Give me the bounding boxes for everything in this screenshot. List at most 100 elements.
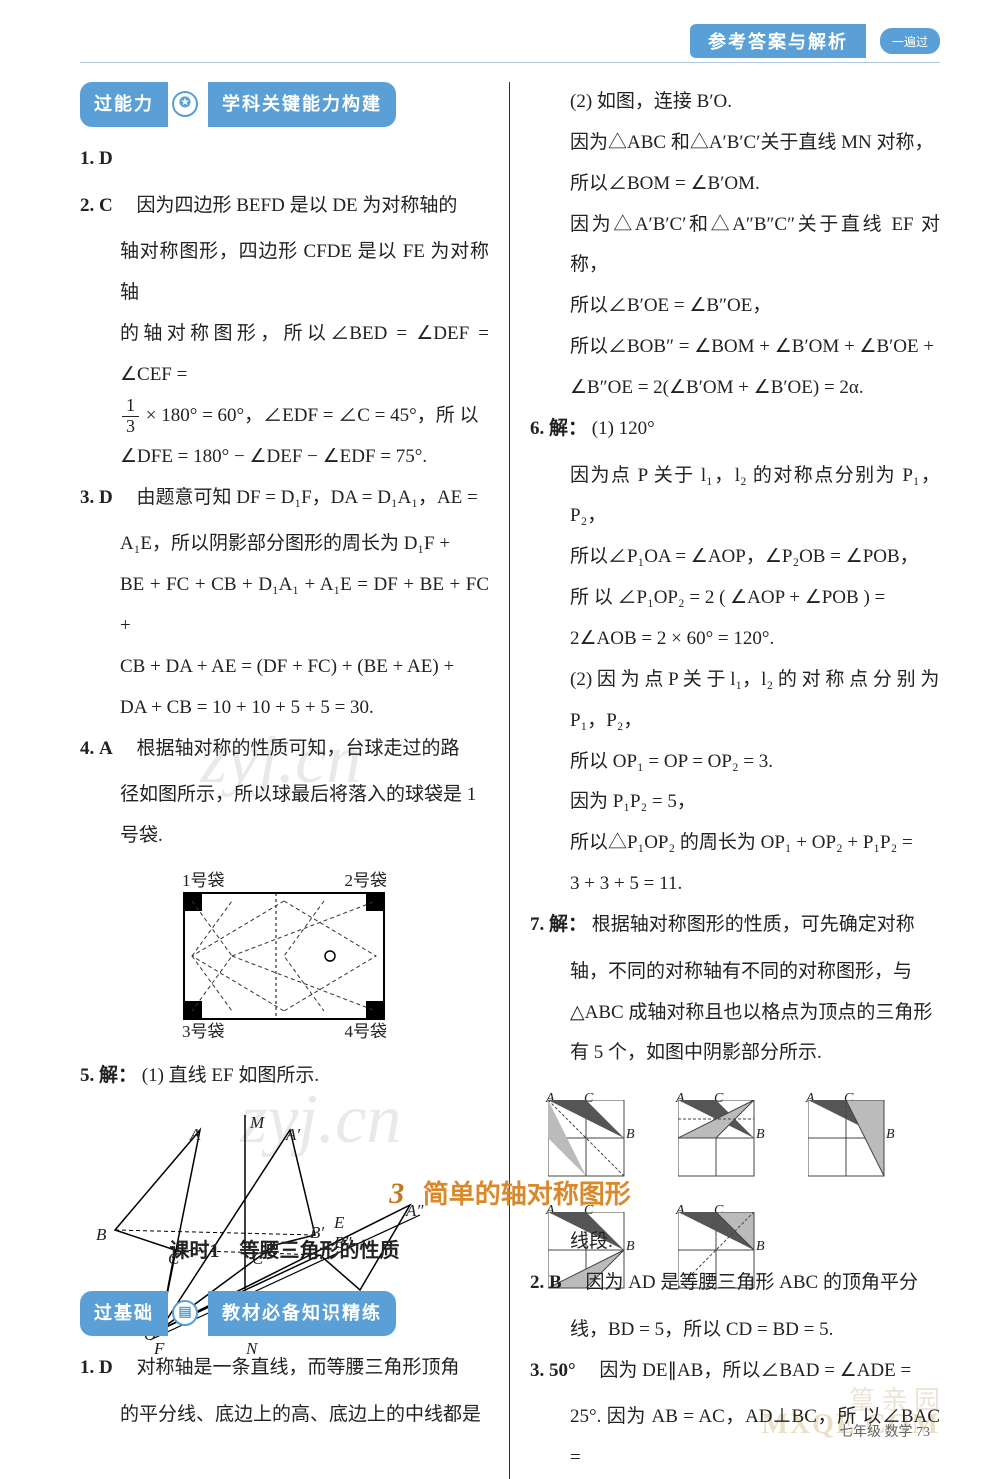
q5b-l3: 所以∠BOM = ∠B′OM.: [530, 164, 940, 205]
q6-t0: (1) 120°: [592, 418, 655, 439]
q6-l8: 因为 P₁P₂ = 5，: [530, 782, 940, 823]
bq2-l2: 线，BD = 5，所以 CD = BD = 5.: [530, 1310, 940, 1351]
lbl-p3: 3号袋: [182, 1014, 225, 1051]
grid-fig-1: A C B: [548, 1086, 648, 1176]
bq1-t1: 对称轴是一条直线，而等腰三角形顶角: [137, 1357, 460, 1378]
q7-pre: 解：: [549, 914, 587, 935]
q2-l5: ∠DFE = 180° − ∠DEF − ∠EDF = 75°.: [80, 437, 489, 478]
q4-ans: A: [99, 738, 113, 759]
bq1-ans: D: [99, 1357, 113, 1378]
q6-l4: 2∠AOB = 2 × 60° = 120°.: [530, 619, 940, 660]
band-left: 过能力: [80, 82, 168, 127]
bq3-num: 3.: [530, 1360, 544, 1381]
grid-fig-3: A C B: [808, 1086, 908, 1176]
q4-l3: 号袋.: [80, 816, 489, 857]
q5b-l7: ∠B″OE = 2(∠B′OM + ∠B′OE) = 2α.: [530, 368, 940, 409]
q2-t1: 因为四边形 BEFD 是以 DE 为对称轴的: [137, 195, 458, 216]
q6-pre: 解：: [549, 418, 587, 439]
bottom-columns: 课时1 等腰三角形的性质 过基础 ▤ 教材必备知识精练 1. D 对称轴是一条直…: [80, 1222, 940, 1479]
grid-fig-2: A C B: [678, 1086, 778, 1176]
q5b-l4: 因为△A′B′C′和△A″B″C″关于直线 EF 对称，: [530, 205, 940, 287]
frac-1-3: 13: [122, 396, 139, 437]
header-title: 参考答案与解析: [690, 24, 866, 58]
q2-l3: 的轴对称图形，所以∠BED = ∠DEF = ∠CEF =: [80, 314, 489, 396]
figure-pool-table: 1号袋 2号袋 3号袋 4号袋: [162, 869, 407, 1044]
ability-band: 过能力 ✪ 学科关键能力构建: [80, 82, 489, 127]
q3-l2: A₁E，所以阴影部分图形的周长为 D₁F +: [80, 524, 489, 565]
q5b-l1: (2) 如图，连接 B′O.: [530, 82, 940, 123]
bq2-num: 2.: [530, 1272, 544, 1293]
q5-pre: 解：: [99, 1065, 137, 1086]
q3-l4: CB + DA + AE = (DF + FC) + (BE + AE) +: [80, 647, 489, 688]
q4-l1: 4. A 根据轴对称的性质可知，台球走过的路: [80, 729, 489, 770]
q2-l4: 13 × 180° = 60°，∠EDF = ∠C = 45°，所 以: [80, 396, 489, 437]
bq3-ans: 50°: [549, 1360, 576, 1381]
lbl-p2: 2号袋: [345, 863, 388, 900]
q5b-l2: 因为△ABC 和△A′B′C′关于直线 MN 对称，: [530, 123, 940, 164]
bq1-num: 1.: [80, 1357, 94, 1378]
q7-l4: 有 5 个，如图中阴影部分所示.: [530, 1033, 940, 1074]
q1-ans: D: [99, 148, 113, 169]
q2-ans: C: [99, 195, 113, 216]
bq2-ans: B: [549, 1272, 562, 1293]
page-header: 参考答案与解析 一遍过: [690, 24, 940, 58]
q3-l5: DA + CB = 10 + 10 + 5 + 5 = 30.: [80, 688, 489, 729]
q6-l5: (2) 因 为 点 P 关 于 l₁，l₂ 的 对 称 点 分 别 为: [530, 660, 940, 701]
q6-l2: 所以∠P₁OA = ∠AOP，∠P₂OB = ∠POB，: [530, 537, 940, 578]
section-num: 3: [389, 1177, 404, 1210]
bottom-left: 课时1 等腰三角形的性质 过基础 ▤ 教材必备知识精练 1. D 对称轴是一条直…: [80, 1222, 510, 1479]
band-right: 学科关键能力构建: [208, 82, 396, 127]
basic-band: 过基础 ▤ 教材必备知识精练: [80, 1291, 489, 1336]
bq3-t1: 因为 DE∥AB，所以∠BAD = ∠ADE =: [599, 1360, 911, 1381]
q2-l2: 轴对称图形，四边形 CFDE 是以 FE 为对称轴: [80, 232, 489, 314]
q7-t1: 根据轴对称图形的性质，可先确定对称: [592, 914, 915, 935]
q3-ans: D: [99, 487, 113, 508]
q7-l2: 轴，不同的对称轴有不同的对称图形，与: [530, 952, 940, 993]
q6-l7: 所以 OP₁ = OP = OP₂ = 3.: [530, 742, 940, 783]
q6-l6: P₁，P₂，: [530, 701, 940, 742]
band2-left: 过基础: [80, 1291, 168, 1336]
br0: 线段.: [530, 1222, 940, 1263]
main-columns: 过能力 ✪ 学科关键能力构建 1. D 2. C 因为四边形 BEFD 是以 D…: [80, 82, 940, 1351]
section-text: 简单的轴对称图形: [423, 1180, 631, 1209]
q1: 1. D: [80, 139, 489, 180]
q3-l1: 3. D 由题意可知 DF = D₁F，DA = D₁A₁，AE =: [80, 478, 489, 519]
section-title: 3 简单的轴对称图形: [80, 1174, 940, 1211]
q5-num: 5.: [80, 1065, 94, 1086]
q2-num: 2.: [80, 195, 94, 216]
q2-l1: 2. C 因为四边形 BEFD 是以 DE 为对称轴的: [80, 186, 489, 227]
bq3-l1: 3. 50° 因为 DE∥AB，所以∠BAD = ∠ADE =: [530, 1351, 940, 1392]
q4-l2: 径如图所示，所以球最后将落入的球袋是 1: [80, 775, 489, 816]
bq1-l1: 1. D 对称轴是一条直线，而等腰三角形顶角: [80, 1348, 489, 1389]
q5-t1: (1) 直线 EF 如图所示.: [142, 1065, 319, 1086]
q7-num: 7.: [530, 914, 544, 935]
bq1-l2: 的平分线、底边上的高、底边上的中线都是: [80, 1395, 489, 1436]
bq2-t1: 因为 AD 是等腰三角形 ABC 的顶角平分: [585, 1272, 918, 1293]
q6-num: 6.: [530, 418, 544, 439]
header-rule: [80, 62, 940, 63]
q6-l9: 所以△P₁OP₂ 的周长为 OP₁ + OP₂ + P₁P₂ =: [530, 823, 940, 864]
q3-l3: BE + FC + CB + D₁A₁ + A₁E = DF + BE + FC…: [80, 565, 489, 647]
q6-l1: 因为点 P 关于 l₁，l₂ 的对称点分别为 P₁，P₂，: [530, 456, 940, 538]
q3-t1: 由题意可知 DF = D₁F，DA = D₁A₁，AE =: [137, 487, 478, 508]
q5b-l6: 所以∠BOB″ = ∠BOM + ∠B′OM + ∠B′OE +: [530, 327, 940, 368]
q2-t4: × 180° = 60°，∠EDF = ∠C = 45°，所 以: [146, 405, 479, 426]
lesson-title: 课时1 等腰三角形的性质: [80, 1230, 489, 1273]
band-icon: ✪: [172, 91, 198, 117]
q4-t1: 根据轴对称的性质可知，台球走过的路: [137, 738, 460, 759]
q1-num: 1.: [80, 148, 94, 169]
q6-l10: 3 + 3 + 5 = 11.: [530, 864, 940, 905]
header-badge: 一遍过: [880, 28, 940, 54]
band2-right: 教材必备知识精练: [208, 1291, 396, 1336]
q7-l1: 7. 解： 根据轴对称图形的性质，可先确定对称: [530, 905, 940, 946]
q6-l3: 所 以 ∠P₁OP₂ = 2 ( ∠AOP + ∠POB ) =: [530, 578, 940, 619]
bq2-l1: 2. B 因为 AD 是等腰三角形 ABC 的顶角平分: [530, 1263, 940, 1304]
q4-num: 4.: [80, 738, 94, 759]
right-column: (2) 如图，连接 B′O. 因为△ABC 和△A′B′C′关于直线 MN 对称…: [510, 82, 940, 1351]
lbl-p4: 4号袋: [345, 1014, 388, 1051]
q6-l0: 6. 解： (1) 120°: [530, 409, 940, 450]
q3-num: 3.: [80, 487, 94, 508]
page-number: 七年级 数学 73: [839, 1421, 930, 1441]
lbl-p1: 1号袋: [182, 863, 225, 900]
left-column: 过能力 ✪ 学科关键能力构建 1. D 2. C 因为四边形 BEFD 是以 D…: [80, 82, 510, 1351]
